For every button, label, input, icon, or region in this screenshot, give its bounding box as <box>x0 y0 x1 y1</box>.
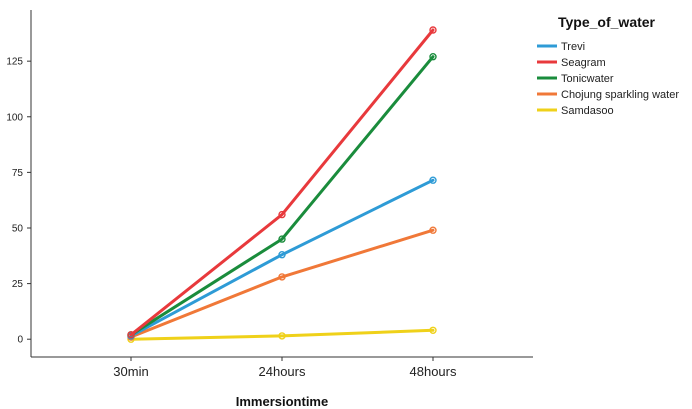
legend-label: Samdasoo <box>561 105 614 117</box>
x-axis-ticks: 30min 24hours 48hours <box>113 357 457 379</box>
legend-label: Chojung sparkling water <box>561 89 679 101</box>
y-axis-ticks: 0 25 50 75 100 125 <box>6 57 31 346</box>
series-line <box>129 328 435 341</box>
legend-label: Trevi <box>561 41 585 53</box>
y-tick-label: 75 <box>12 168 24 179</box>
series-line <box>129 228 435 339</box>
y-tick-label: 125 <box>6 57 23 68</box>
series-tonicwater <box>127 53 437 339</box>
y-tick-label: 50 <box>12 223 24 234</box>
x-axis-title: Immersiontime <box>236 394 328 409</box>
series-chojung-sparkling-water <box>127 226 437 341</box>
data-point <box>278 273 286 281</box>
x-tick-label: 30min <box>113 364 148 379</box>
data-point <box>429 26 437 34</box>
chart-axes <box>30 10 533 358</box>
data-point <box>429 176 437 184</box>
data-point <box>278 250 286 259</box>
series-layer <box>127 26 437 343</box>
legend: Type_of_water Trevi Seagram Tonicwater Choj… <box>537 14 679 117</box>
x-tick-label: 24hours <box>259 364 306 379</box>
legend-label: Tonicwater <box>561 73 614 85</box>
series-seagram <box>127 26 437 339</box>
legend-label: Seagram <box>561 57 606 69</box>
data-point <box>278 332 286 340</box>
data-point <box>429 226 437 234</box>
legend-items: Trevi Seagram Tonicwater Chojung sparkling … <box>537 41 679 117</box>
series-line <box>129 28 435 337</box>
legend-title: Type_of_water <box>558 14 656 30</box>
data-point <box>429 53 437 61</box>
series-line <box>129 178 435 338</box>
y-tick-label: 25 <box>12 279 24 290</box>
y-tick-label: 0 <box>17 335 23 346</box>
data-point <box>278 235 286 243</box>
x-tick-label: 48hours <box>410 364 457 379</box>
data-point <box>429 326 437 334</box>
data-point <box>127 331 135 339</box>
data-point <box>278 210 286 219</box>
series-trevi <box>127 176 437 340</box>
series-samdasoo <box>127 326 437 343</box>
y-tick-label: 100 <box>6 112 23 123</box>
series-line <box>129 55 435 337</box>
